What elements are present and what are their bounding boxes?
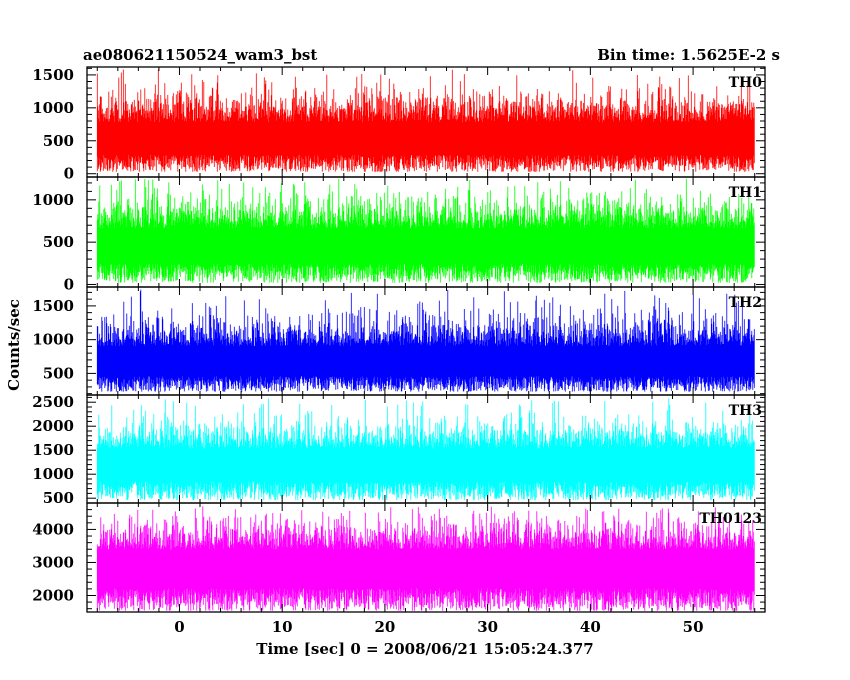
y-tick-label: 2500 <box>32 393 74 411</box>
panel-th2: 500 1000 1500 TH2 <box>32 286 766 396</box>
x-tick-label: 50 <box>683 618 704 636</box>
y-tick-label: 1500 <box>32 66 74 84</box>
x-axis-label: Time [sec] 0 = 2008/06/21 15:05:24.377 <box>256 640 593 658</box>
y-tick-label: 2000 <box>32 586 74 604</box>
panel-th3: 500 1000 1500 2000 2500 TH3 <box>32 393 766 507</box>
y-tick-label: 1000 <box>32 99 74 117</box>
chart-title: ae080621150524_wam3_bst <box>83 46 317 64</box>
panel-label: TH0 <box>729 75 763 91</box>
y-tick-label: 500 <box>43 364 74 382</box>
y-tick-label: 4000 <box>32 520 74 538</box>
series-th2 <box>96 289 755 392</box>
x-tick-label: 10 <box>272 618 293 636</box>
y-tick-label: 500 <box>43 489 74 507</box>
panels-group: 0 500 1000 1500 TH0 0 500 1000 TH1 500 1000 1500 TH2… <box>32 66 766 613</box>
y-tick-label: 1000 <box>32 465 74 483</box>
y-tick-label: 1000 <box>32 331 74 349</box>
y-tick-label: 0 <box>64 275 74 293</box>
x-tick-label: 30 <box>477 618 498 636</box>
x-tick-label: 20 <box>374 618 395 636</box>
x-tick-label: 40 <box>580 618 601 636</box>
y-tick-label: 1500 <box>32 441 74 459</box>
panel-label: TH2 <box>729 295 762 311</box>
x-tick-label: 0 <box>174 618 184 636</box>
panel-label: TH0123 <box>699 511 762 527</box>
y-tick-label: 1000 <box>32 191 74 209</box>
series-th3 <box>96 398 755 501</box>
y-tick-label: 500 <box>43 233 74 251</box>
y-tick-label: 1500 <box>32 297 74 315</box>
y-axis-label: Counts/sec <box>5 299 23 391</box>
series-th0 <box>96 69 755 172</box>
panel-th0: 0 500 1000 1500 TH0 <box>32 66 766 183</box>
y-tick-label: 3000 <box>32 553 74 571</box>
y-tick-label: 2000 <box>32 417 74 435</box>
y-tick-label: 500 <box>43 132 74 150</box>
chart-subtitle: Bin time: 1.5625E-2 s <box>597 46 780 64</box>
panel-th0123: 2000 3000 4000 TH0123 <box>32 502 766 613</box>
panel-th1: 0 500 1000 TH1 <box>32 176 766 293</box>
panel-label: TH1 <box>729 185 762 201</box>
panel-label: TH3 <box>729 403 762 419</box>
x-axis: 0 10 20 30 40 50 <box>174 618 703 636</box>
series-th1 <box>96 178 755 283</box>
y-tick-label: 0 <box>64 165 74 183</box>
series-th0123 <box>96 506 755 611</box>
